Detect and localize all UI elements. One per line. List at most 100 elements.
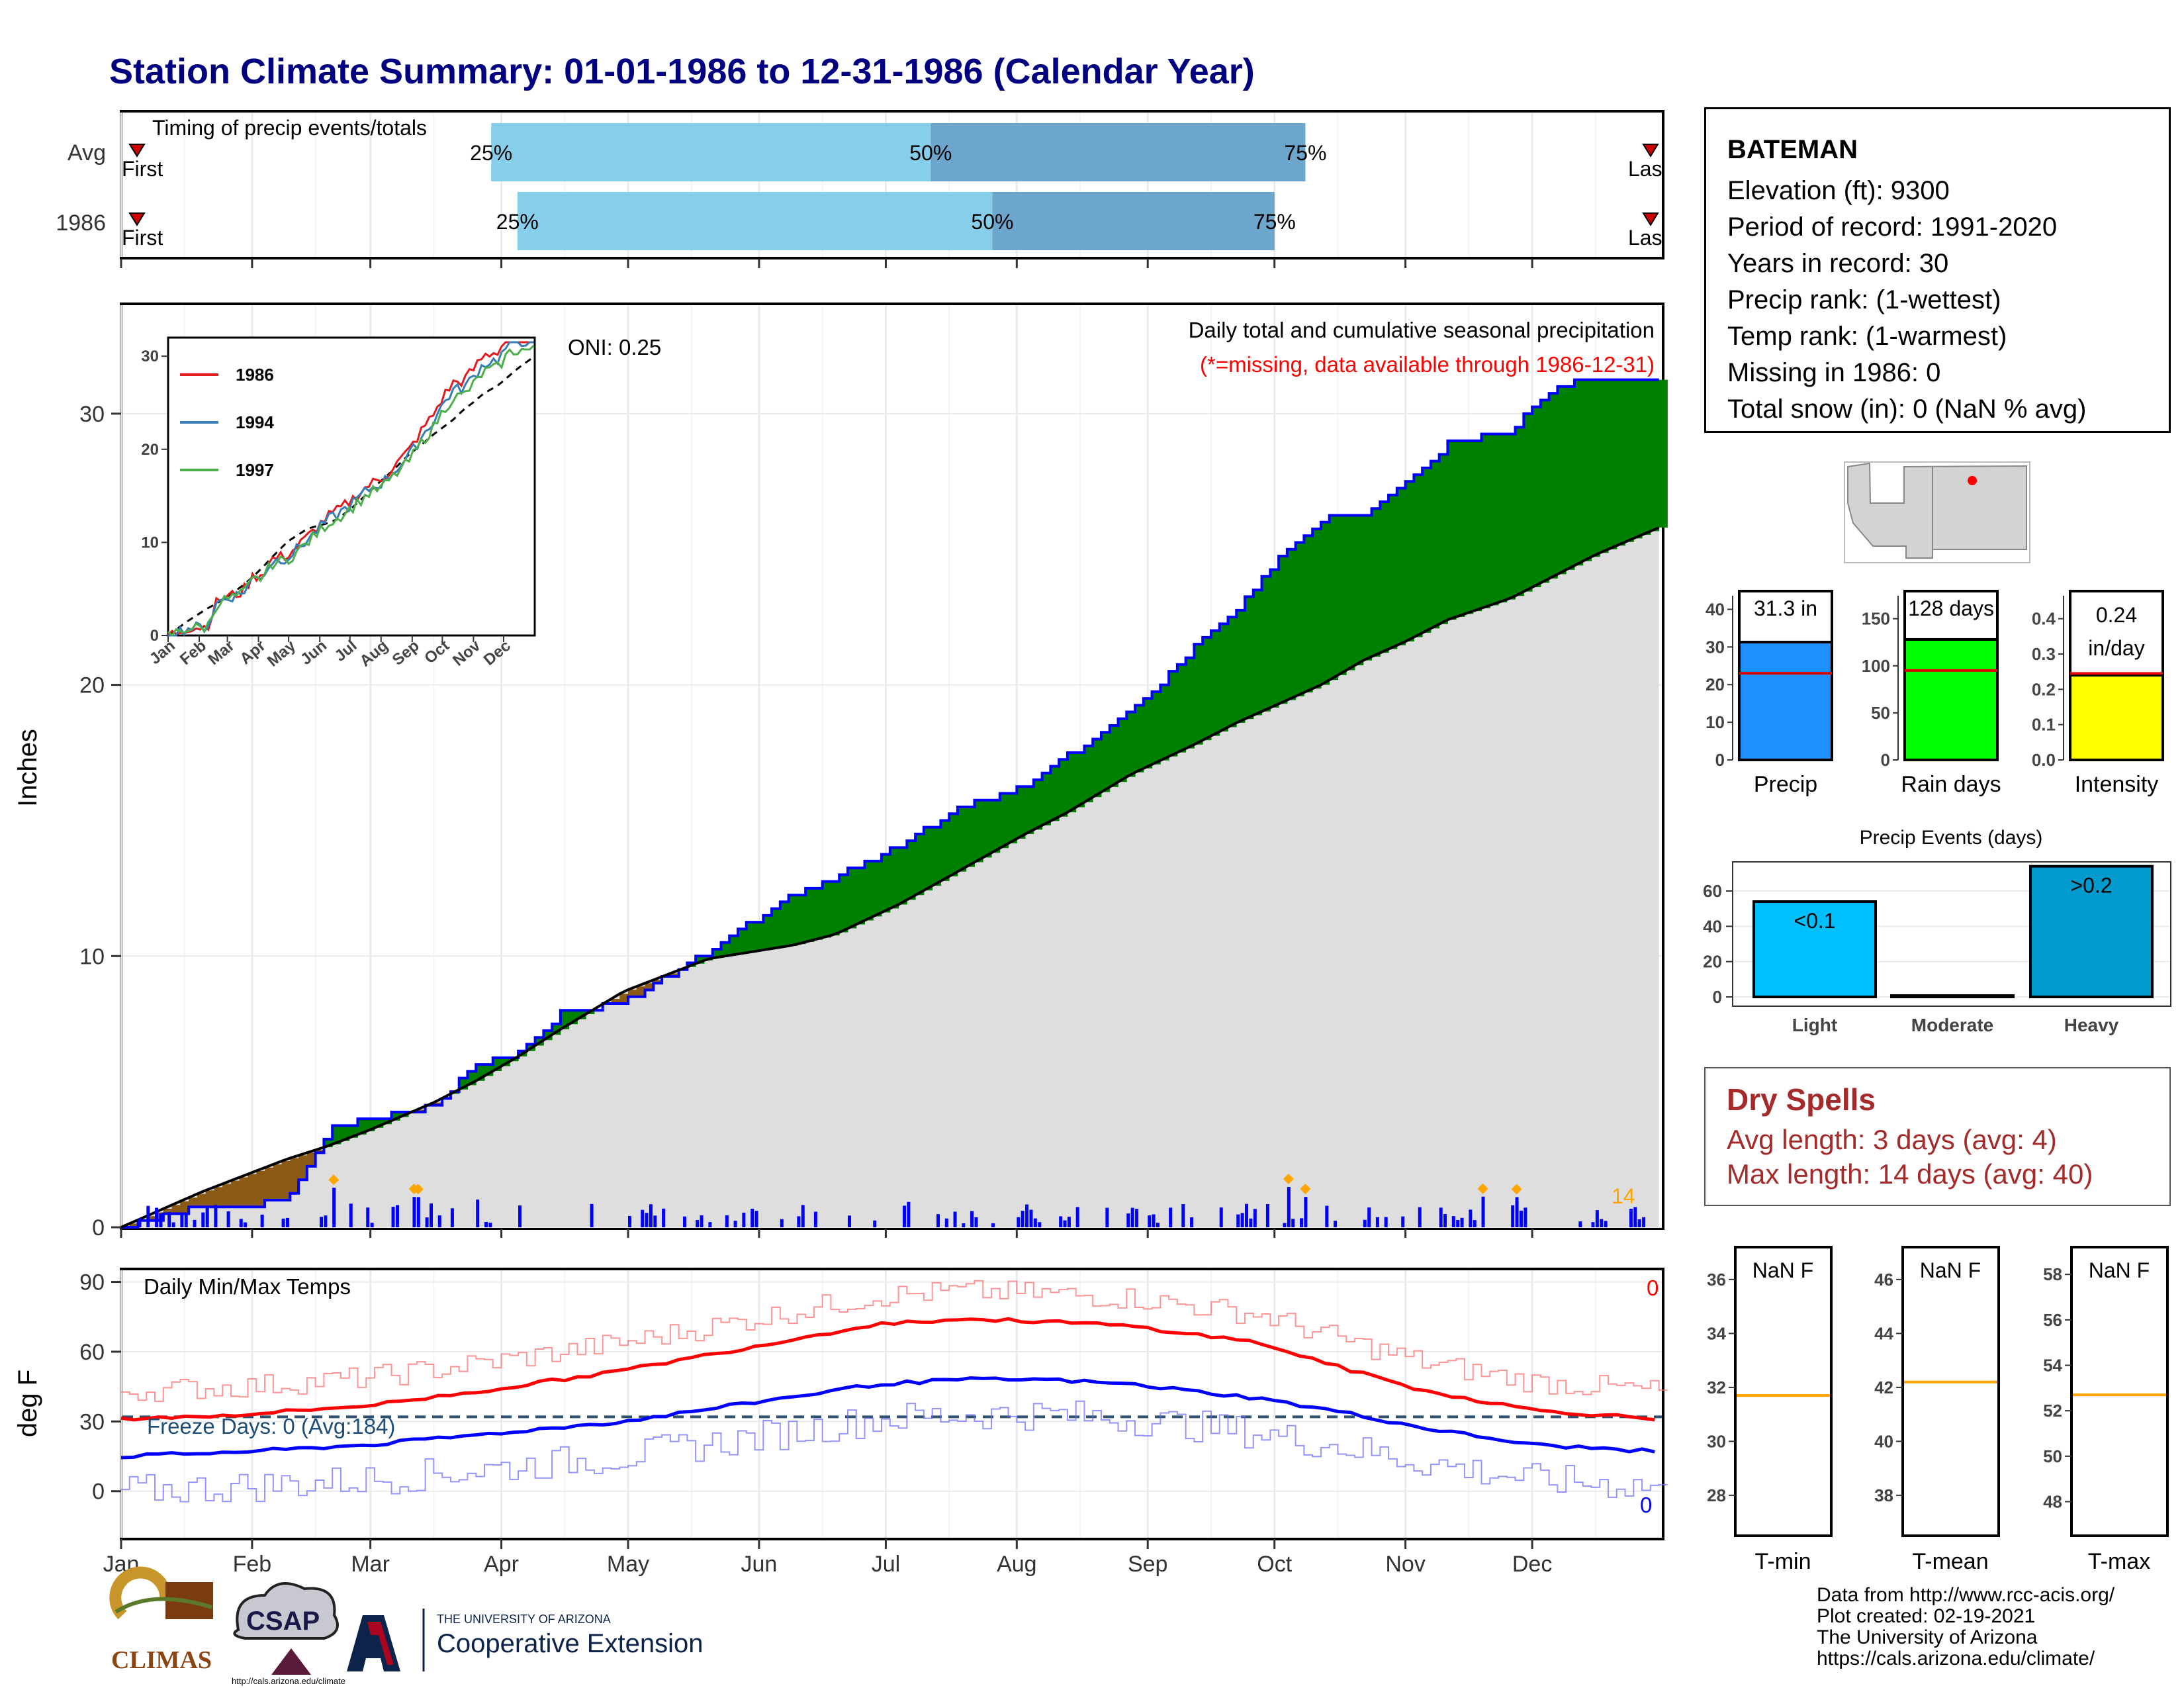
daily-precip-bar	[332, 1188, 336, 1227]
inset-legend-label: 1994	[236, 412, 274, 432]
mini-ytick-label: 0.2	[2032, 679, 2056, 699]
temp-box-ytick-label: 54	[2043, 1356, 2062, 1376]
temp-box	[1734, 1246, 1833, 1537]
mini-bar	[2069, 674, 2164, 761]
deficit-area	[239, 1177, 249, 1207]
station-snow: Total snow (in): 0 (NaN % avg)	[1727, 395, 2087, 424]
deficit-area	[433, 1102, 443, 1105]
mini-bar-cap	[2069, 590, 2164, 677]
surplus-area	[1380, 502, 1389, 653]
surplus-area	[746, 922, 756, 953]
daily-precip-bar	[488, 1223, 492, 1227]
daily-precip-bar	[801, 1205, 805, 1227]
daily-precip-bar	[167, 1212, 171, 1227]
surplus-area	[1574, 379, 1584, 566]
surplus-area	[1169, 671, 1178, 757]
inset-legend-label: 1986	[236, 365, 274, 385]
daily-precip-bar	[1236, 1214, 1240, 1227]
mini-bar-label: Precip	[1754, 772, 1817, 797]
temp-box-value: NaN F	[1920, 1258, 1981, 1282]
deficit-area	[256, 1170, 265, 1207]
surplus-area	[1464, 440, 1474, 614]
surplus-area	[983, 800, 992, 858]
deficit-area	[281, 1161, 291, 1201]
temp-box-ytick-label: 58	[2043, 1264, 2062, 1284]
temp-box	[2070, 1246, 2169, 1537]
heavy-day-marker	[1300, 1184, 1311, 1195]
surplus-area	[813, 888, 823, 940]
daily-precip-bar	[1515, 1197, 1519, 1227]
daily-precip-bar	[1063, 1220, 1067, 1227]
surplus-area	[1659, 379, 1668, 528]
tmax-count: 0	[1647, 1276, 1659, 1300]
surplus-area	[1642, 379, 1651, 535]
events-bar-label: >0.2	[2070, 874, 2112, 898]
surplus-area	[923, 827, 933, 891]
month-tick-label: Mar	[351, 1552, 390, 1577]
daily-precip-bar	[649, 1204, 653, 1227]
surplus-area	[1490, 434, 1499, 606]
daily-precip-bar	[450, 1208, 454, 1227]
surplus-area	[1210, 630, 1220, 736]
events-bar	[1890, 994, 2015, 998]
inset-ytick-label: 10	[141, 534, 159, 551]
page-title: Station Climate Summary: 01-01-1986 to 1…	[109, 52, 1255, 91]
surplus-area	[1625, 379, 1634, 542]
inset-ytick-label: 0	[150, 627, 159, 645]
daily-precip-bar	[628, 1215, 632, 1227]
first-label: First	[122, 226, 163, 250]
station-temp-rank: Temp rank: (1-warmest)	[1727, 322, 2007, 351]
month-tick-label: Jul	[872, 1552, 900, 1577]
daily-precip-bar	[1130, 1207, 1134, 1227]
events-ytick-label: 60	[1703, 881, 1722, 901]
events-category-label: Moderate	[1911, 1015, 1993, 1035]
timing-pct-label: 75%	[1253, 210, 1296, 234]
deficit-area	[180, 1201, 189, 1214]
daily-precip-bar	[1367, 1207, 1371, 1227]
precip-corner-count: 14	[1612, 1184, 1635, 1208]
daily-precip-bar	[1304, 1197, 1308, 1227]
inset-ytick-label: 30	[141, 348, 159, 365]
daily-precip-bar	[1401, 1216, 1405, 1227]
daily-precip-bar	[1148, 1215, 1152, 1227]
surplus-area	[1093, 739, 1102, 798]
surplus-area	[1405, 481, 1414, 642]
daily-precip-bar	[1152, 1214, 1156, 1227]
surplus-area	[1582, 379, 1592, 561]
surplus-area	[1304, 536, 1313, 693]
dry-spells-max: Max length: 14 days (avg: 40)	[1727, 1158, 2093, 1190]
surplus-area	[1228, 617, 1237, 727]
surplus-area	[788, 895, 797, 946]
daily-precip-bar	[1135, 1209, 1139, 1227]
daily-precip-bar	[1240, 1213, 1244, 1227]
events-ytick-label: 20	[1703, 952, 1722, 972]
surplus-area	[1253, 590, 1263, 716]
surplus-area	[1320, 522, 1330, 685]
daily-precip-bar	[370, 1223, 374, 1227]
events-category-label: Light	[1792, 1015, 1837, 1035]
daily-precip-bar	[1591, 1222, 1595, 1227]
surplus-area	[1608, 379, 1617, 549]
heavy-day-marker	[1477, 1183, 1488, 1194]
surplus-area	[1498, 434, 1508, 603]
tmin-count: 0	[1640, 1493, 1652, 1517]
surplus-area	[856, 868, 866, 925]
daily-precip-bar	[847, 1215, 851, 1227]
daily-precip-bar	[1025, 1204, 1029, 1227]
mini-ytick-label: 40	[1706, 599, 1725, 619]
last-label: Las	[1628, 226, 1662, 250]
surplus-area	[1566, 386, 1575, 570]
daily-precip-bar	[1190, 1217, 1194, 1227]
surplus-area	[907, 841, 916, 900]
station-precip-rank: Precip rank: (1-wettest)	[1727, 285, 2001, 314]
surplus-area	[1050, 766, 1060, 821]
mini-ytick-label: 10	[1706, 712, 1725, 732]
temp-box-label: T-max	[2088, 1549, 2150, 1574]
surplus-area	[1219, 624, 1228, 732]
daily-precip-bar	[324, 1215, 328, 1227]
deficit-area	[171, 1205, 181, 1214]
surplus-area	[1506, 434, 1516, 600]
precip-ytick-label: 10	[79, 944, 105, 969]
surplus-area	[1329, 515, 1338, 680]
